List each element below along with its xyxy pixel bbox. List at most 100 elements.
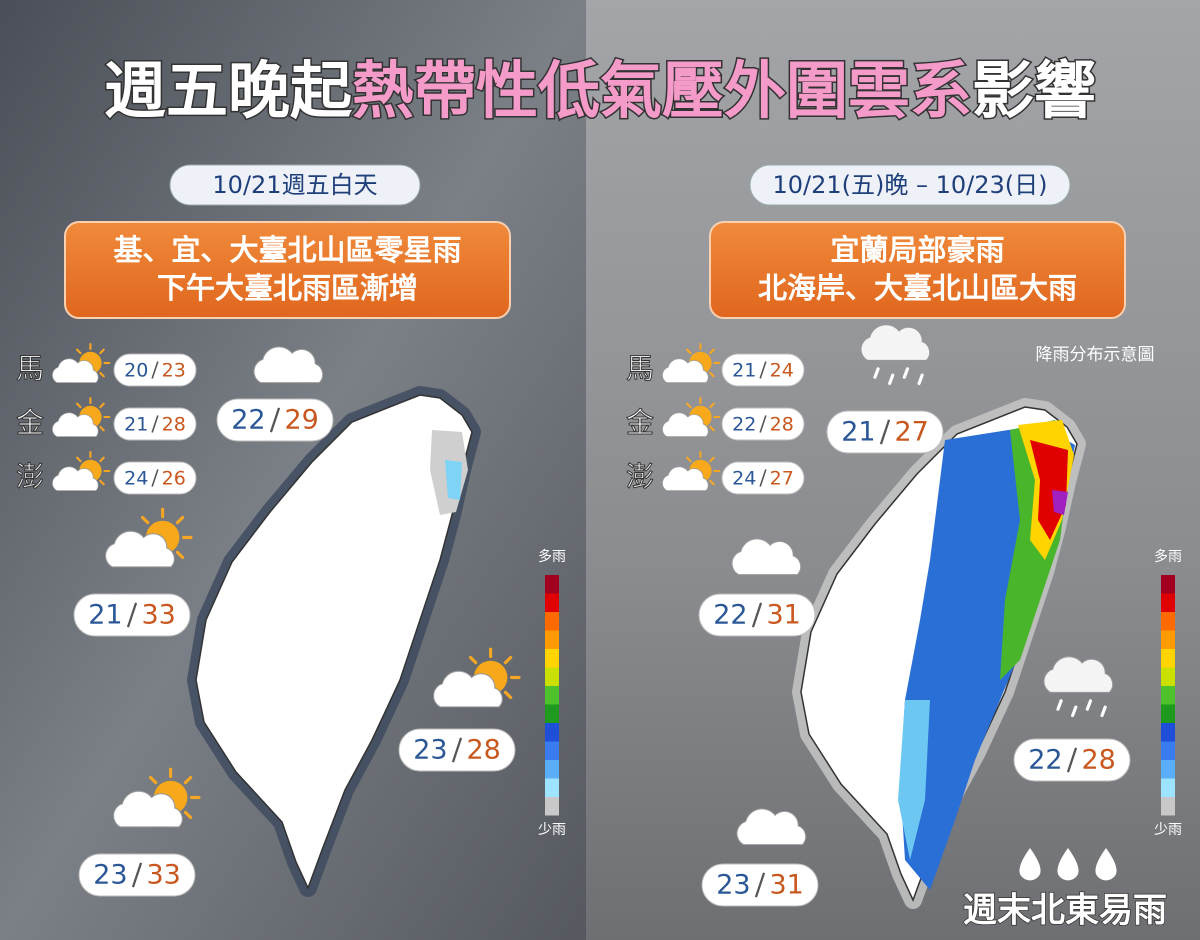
temp-high: 31: [769, 870, 803, 901]
cloud-icon: [662, 358, 709, 383]
sun-ray: [175, 550, 185, 560]
sun-ray: [709, 479, 715, 486]
rain-icon: [860, 324, 931, 386]
legend-swatch: [545, 723, 559, 742]
sun-ray: [75, 456, 82, 463]
legend-swatch: [1161, 575, 1175, 594]
rain-drop: [1100, 705, 1107, 718]
headline-line: 北海岸、大臺北山區大雨: [758, 271, 1077, 305]
sun-ray: [685, 348, 692, 355]
sun-ray: [99, 456, 105, 463]
temp-low: 21: [124, 414, 148, 436]
rain-drop: [1085, 699, 1093, 711]
legend-swatch: [1161, 797, 1175, 816]
island-name: 金: [626, 406, 654, 439]
sun-ray: [99, 479, 105, 486]
map-note: 降雨分布示意圖: [1036, 345, 1155, 365]
cloud-shape: [662, 358, 709, 383]
rain-red: [1030, 440, 1068, 540]
temp-high: 23: [162, 360, 186, 382]
temp-high: 28: [466, 735, 500, 766]
temp-high: 33: [146, 860, 180, 891]
cloud-icon: [731, 538, 802, 576]
temp-high: 27: [894, 417, 928, 448]
legend-swatch: [1161, 667, 1175, 686]
temp-slash: [131, 862, 143, 888]
droplet: [1095, 848, 1117, 881]
cloud-icon: [253, 346, 324, 384]
temp-high: 26: [162, 468, 186, 490]
rain-icon: [1043, 656, 1114, 718]
cloud-icon: [52, 358, 99, 383]
legend-swatch: [1161, 686, 1175, 705]
date-pill: [169, 164, 421, 206]
headline-box: [709, 221, 1126, 319]
legend-swatch: [1161, 723, 1175, 742]
sun-ray: [99, 425, 105, 432]
cloud-shape: [52, 358, 99, 383]
light-rain-blue: [445, 460, 462, 500]
rain-cloud: [860, 324, 931, 361]
legend-swatch: [545, 686, 559, 705]
temp-low: 22: [732, 414, 756, 436]
cloud-shape: [52, 412, 99, 437]
sun-ray: [183, 775, 193, 785]
droplet: [1057, 848, 1079, 881]
legend-swatch: [1161, 612, 1175, 631]
cloud-shape: [662, 466, 709, 491]
cloud-shape: [662, 412, 709, 437]
cloud-shape: [433, 670, 503, 708]
date-label: 10/21週五白天: [212, 171, 377, 199]
temp-low: 22: [1028, 745, 1062, 776]
rain-cyan: [898, 700, 930, 860]
sun-ray: [709, 402, 715, 409]
sun-ray: [75, 348, 82, 355]
cloud-shape: [52, 466, 99, 491]
legend-swatch: [545, 760, 559, 779]
temp-slash: [759, 415, 767, 433]
temp-low: 23: [93, 860, 127, 891]
rain-drop: [1071, 705, 1078, 718]
cloud-icon: [662, 412, 709, 437]
temp-high: 28: [770, 414, 794, 436]
temp-low: 22: [231, 405, 265, 436]
legend-swatch: [545, 630, 559, 649]
temp-slash: [151, 415, 159, 433]
legend-swatch: [1161, 741, 1175, 760]
sun-ray: [709, 456, 715, 463]
legend-swatch: [545, 612, 559, 631]
legend-bottom: 少雨: [1154, 822, 1182, 838]
temp-slash: [151, 361, 159, 379]
temp-low: 20: [124, 360, 148, 382]
temp-high: 28: [1081, 745, 1115, 776]
sun-ray: [709, 425, 715, 432]
sun-ray: [99, 402, 105, 409]
sun-ray: [148, 775, 158, 785]
cloud-icon: [52, 412, 99, 437]
rain-drop: [873, 367, 880, 379]
legend-swatch: [545, 704, 559, 723]
rain-drop: [1056, 699, 1063, 711]
rain-purple: [1052, 490, 1068, 515]
headline-line: 宜蘭局部豪雨: [830, 233, 1004, 267]
cloud-icon: [52, 466, 99, 491]
sun-ray: [503, 655, 513, 665]
headline-line: 基、宜、大臺北山區零星雨: [113, 233, 461, 267]
temp-slash: [754, 872, 766, 898]
legend-swatch: [545, 593, 559, 612]
sun-ray: [99, 348, 105, 355]
headline-box: [64, 221, 511, 319]
island-name: 金: [16, 406, 44, 439]
temp-high: 27: [770, 468, 794, 490]
cloud-icon: [662, 466, 709, 491]
temp-low: 24: [732, 468, 756, 490]
temp-slash: [269, 407, 281, 433]
temp-low: 23: [716, 870, 750, 901]
sun-ray: [140, 515, 150, 525]
temp-low: 21: [88, 600, 122, 631]
title-tail: 影響: [972, 54, 1096, 127]
title-lead: 週五晚起: [104, 54, 353, 127]
sun-ray: [75, 402, 82, 409]
cloud-shape: [736, 808, 807, 846]
legend-swatch: [545, 667, 559, 686]
